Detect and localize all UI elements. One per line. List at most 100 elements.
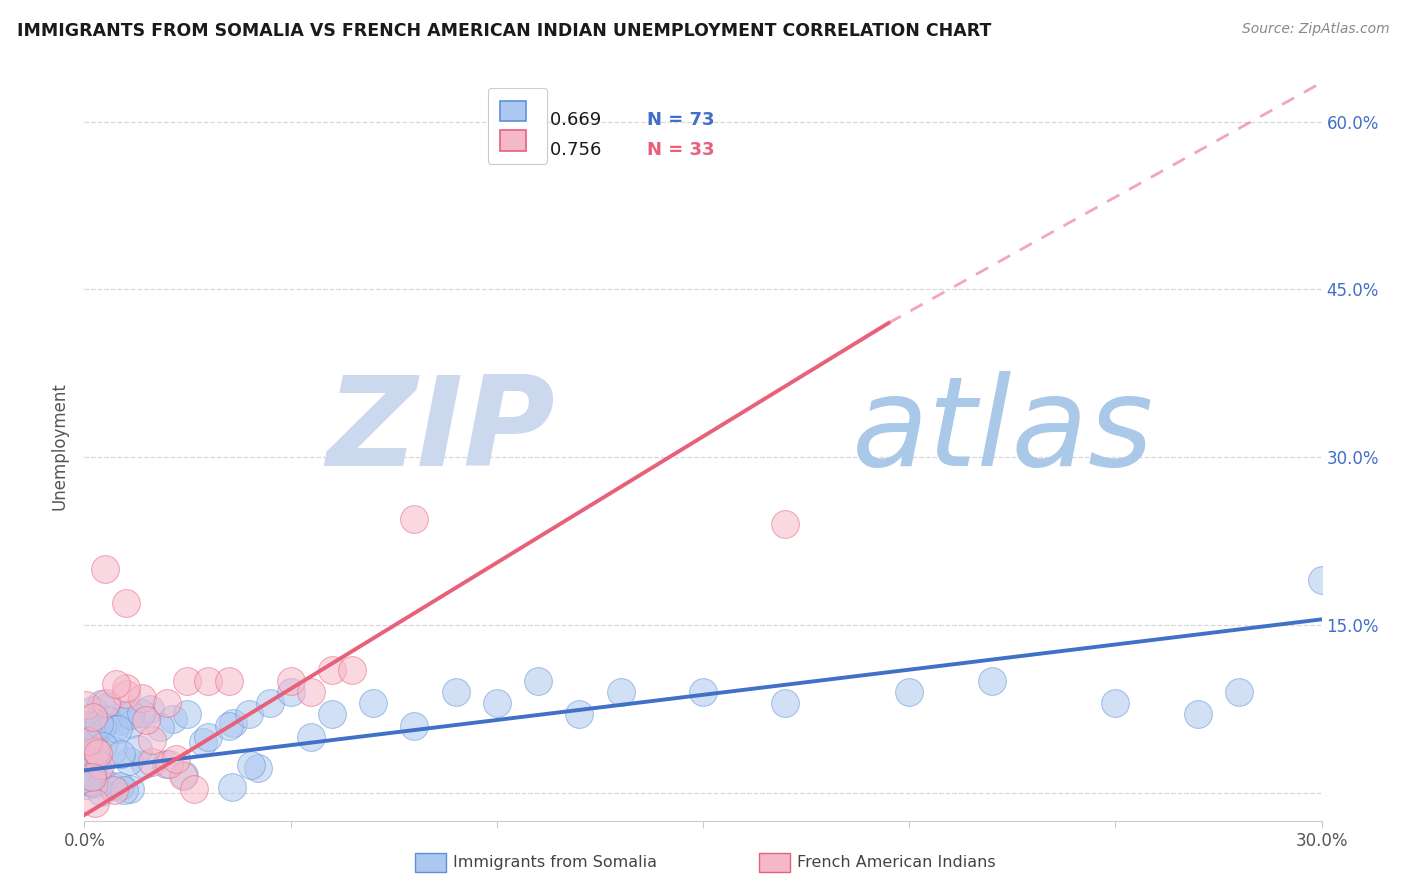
Point <box>183 782 205 797</box>
Point <box>1104 696 1126 710</box>
Point <box>107 722 129 736</box>
Point <box>321 707 343 722</box>
Point <box>342 663 364 677</box>
Point <box>103 723 125 737</box>
Point <box>404 718 426 732</box>
Point <box>76 778 98 792</box>
Point <box>299 730 322 744</box>
Point <box>246 761 269 775</box>
Point <box>157 757 180 772</box>
Point <box>115 687 138 701</box>
Point <box>1187 707 1209 722</box>
Point <box>118 754 141 768</box>
Point <box>91 773 114 788</box>
Point <box>97 698 120 713</box>
Point <box>112 783 135 797</box>
Text: IMMIGRANTS FROM SOMALIA VS FRENCH AMERICAN INDIAN UNEMPLOYMENT CORRELATION CHART: IMMIGRANTS FROM SOMALIA VS FRENCH AMERIC… <box>17 22 991 40</box>
Point <box>114 681 136 695</box>
Text: atlas: atlas <box>852 370 1153 491</box>
Point <box>240 757 263 772</box>
Point <box>149 721 172 735</box>
Legend: , : , <box>488 88 547 164</box>
Point <box>105 677 128 691</box>
Point <box>83 760 105 774</box>
Point <box>191 735 214 749</box>
Point <box>89 757 111 772</box>
Point <box>222 716 245 731</box>
Point <box>76 775 98 789</box>
Point <box>84 716 107 731</box>
Text: ZIP: ZIP <box>326 370 554 491</box>
Point <box>84 796 107 810</box>
Point <box>131 706 153 721</box>
Point <box>79 729 101 743</box>
Point <box>114 596 136 610</box>
Point <box>90 698 112 712</box>
Point <box>80 775 103 789</box>
Point <box>259 696 281 710</box>
Point <box>76 756 98 770</box>
Point <box>82 703 104 717</box>
Point <box>568 707 591 722</box>
Point <box>89 716 111 731</box>
Point <box>83 737 105 751</box>
Point <box>165 752 187 766</box>
Point <box>135 713 157 727</box>
Point <box>197 673 219 688</box>
Point <box>91 720 114 734</box>
Point <box>692 685 714 699</box>
Point <box>134 756 156 771</box>
Point <box>75 698 97 712</box>
Point <box>80 770 103 784</box>
Point <box>156 696 179 710</box>
Point <box>221 780 243 794</box>
Point <box>120 716 142 731</box>
Point <box>118 706 141 720</box>
Point <box>1310 573 1333 587</box>
Point <box>80 768 103 782</box>
Point <box>94 562 117 576</box>
Point <box>361 696 384 710</box>
Point <box>101 779 124 793</box>
Point <box>118 781 141 796</box>
Point <box>980 673 1002 688</box>
Point <box>775 696 797 710</box>
Point <box>173 768 195 782</box>
Point <box>321 663 343 677</box>
Point <box>91 739 114 753</box>
Point <box>172 769 194 783</box>
Point <box>197 730 219 744</box>
Point <box>127 741 149 756</box>
Point <box>218 673 240 688</box>
Point <box>485 696 508 710</box>
Point <box>75 717 97 731</box>
Point <box>96 713 118 727</box>
Point <box>527 673 550 688</box>
Point <box>299 685 322 699</box>
Text: N = 73: N = 73 <box>647 112 714 129</box>
Point <box>444 685 467 699</box>
Point <box>82 710 104 724</box>
Point <box>609 685 631 699</box>
Point <box>162 712 184 726</box>
Point <box>90 785 112 799</box>
Point <box>76 734 98 748</box>
Point <box>775 517 797 532</box>
Point <box>101 743 124 757</box>
Point <box>404 511 426 525</box>
Text: N = 33: N = 33 <box>647 141 714 159</box>
Point <box>238 707 260 722</box>
Point <box>84 754 107 768</box>
Text: Source: ZipAtlas.com: Source: ZipAtlas.com <box>1241 22 1389 37</box>
Text: French American Indians: French American Indians <box>797 855 995 870</box>
Point <box>83 776 105 790</box>
Point <box>141 733 163 747</box>
Point <box>155 756 177 771</box>
Point <box>103 783 125 797</box>
Point <box>138 701 160 715</box>
Point <box>1227 685 1250 699</box>
Point <box>280 673 302 688</box>
Text: R = 0.756: R = 0.756 <box>512 141 602 159</box>
Point <box>87 746 110 760</box>
Point <box>82 732 104 747</box>
